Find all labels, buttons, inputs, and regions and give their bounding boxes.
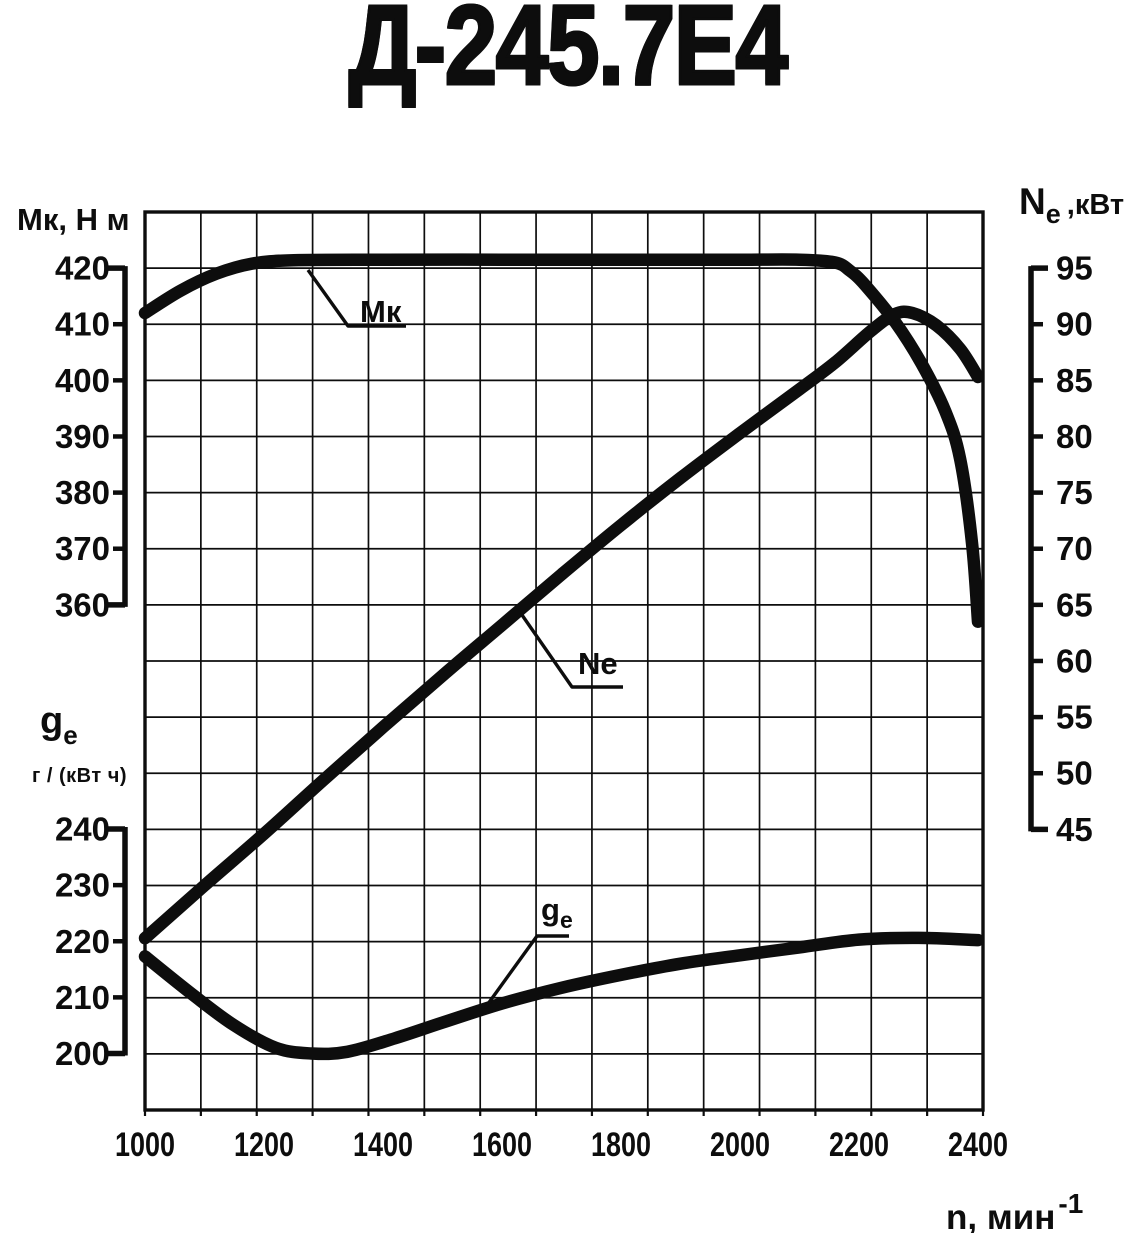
plot-border <box>143 210 985 1112</box>
power-tick-label: 90 <box>1056 306 1093 343</box>
sfc-axis-units: г / (кВт ч) <box>32 765 127 788</box>
x-axis-title-main: n, мин <box>946 1198 1056 1233</box>
power-tick-label: 45 <box>1056 811 1093 848</box>
sfc-tick-label: 230 <box>55 867 110 904</box>
sfc-axis-title-main: g <box>40 700 64 742</box>
power-axis-title-units: ,кВт <box>1066 189 1125 221</box>
torque-tick-label: 390 <box>55 418 110 455</box>
curve-label-leader-2 <box>483 934 569 1009</box>
sfc-axis-title-sub: e <box>63 720 78 750</box>
x-axis-title-sup: -1 <box>1058 1188 1084 1219</box>
sfc-axis-units-text: г / (кВт ч) <box>32 765 127 787</box>
power-tick-label: 60 <box>1056 642 1093 679</box>
torque-axis-title-text: Мк, Н м <box>17 202 130 237</box>
x-tick-label: 2000 <box>710 1126 770 1164</box>
torque-tick-label: 370 <box>55 530 110 567</box>
x-tick-label: 1000 <box>115 1126 175 1164</box>
torque-axis-title: Мк, Н м <box>17 202 130 238</box>
x-tick-label: 2200 <box>829 1126 889 1164</box>
power-axis-title-main: N <box>1019 181 1046 222</box>
power-tick-label: 55 <box>1056 699 1093 736</box>
sfc-axis-title: ge <box>40 700 78 751</box>
torque-tick-label: 400 <box>55 362 110 399</box>
torque-tick-label: 410 <box>55 306 110 343</box>
power-axis-title: Ne ,кВт <box>1019 181 1124 230</box>
curve-label-leader-1 <box>520 614 623 689</box>
x-tick-label: 1600 <box>472 1126 532 1164</box>
sfc-tick-label: 240 <box>55 811 110 848</box>
torque-tick-label: 420 <box>55 250 110 287</box>
torque-tick-label: 360 <box>55 586 110 623</box>
power-tick-label: 85 <box>1056 362 1093 399</box>
curve-label-1: Ne <box>578 646 618 681</box>
curve-power <box>138 305 985 945</box>
curve-label-0: Мк <box>360 294 402 329</box>
x-tick-label: 1200 <box>234 1126 294 1164</box>
sfc-tick-label: 210 <box>55 979 110 1016</box>
x-tick-label: 1800 <box>591 1126 651 1164</box>
curve-label-2: ge <box>541 892 573 933</box>
sfc-tick-label: 200 <box>55 1035 110 1072</box>
sfc-tick-label: 220 <box>55 923 110 960</box>
page-title: Д-245.7Е4 <box>0 0 1135 108</box>
torque-tick-label: 380 <box>55 474 110 511</box>
power-tick-label: 50 <box>1056 755 1093 792</box>
x-tick-label: 2400 <box>948 1126 1008 1164</box>
power-tick-label: 95 <box>1056 250 1093 287</box>
page-title-text: Д-245.7Е4 <box>347 0 789 108</box>
curve-label-leader-0 <box>306 269 406 328</box>
power-tick-label: 70 <box>1056 530 1093 567</box>
curve-torque <box>138 253 985 628</box>
curve-sfc <box>138 931 985 1061</box>
x-tick-label: 1400 <box>353 1126 413 1164</box>
power-tick-label: 65 <box>1056 586 1093 623</box>
power-axis-title-sub: e <box>1045 199 1061 229</box>
power-tick-label: 80 <box>1056 418 1093 455</box>
power-tick-label: 75 <box>1056 474 1093 511</box>
x-axis-title: n, мин -1 <box>946 1188 1083 1233</box>
